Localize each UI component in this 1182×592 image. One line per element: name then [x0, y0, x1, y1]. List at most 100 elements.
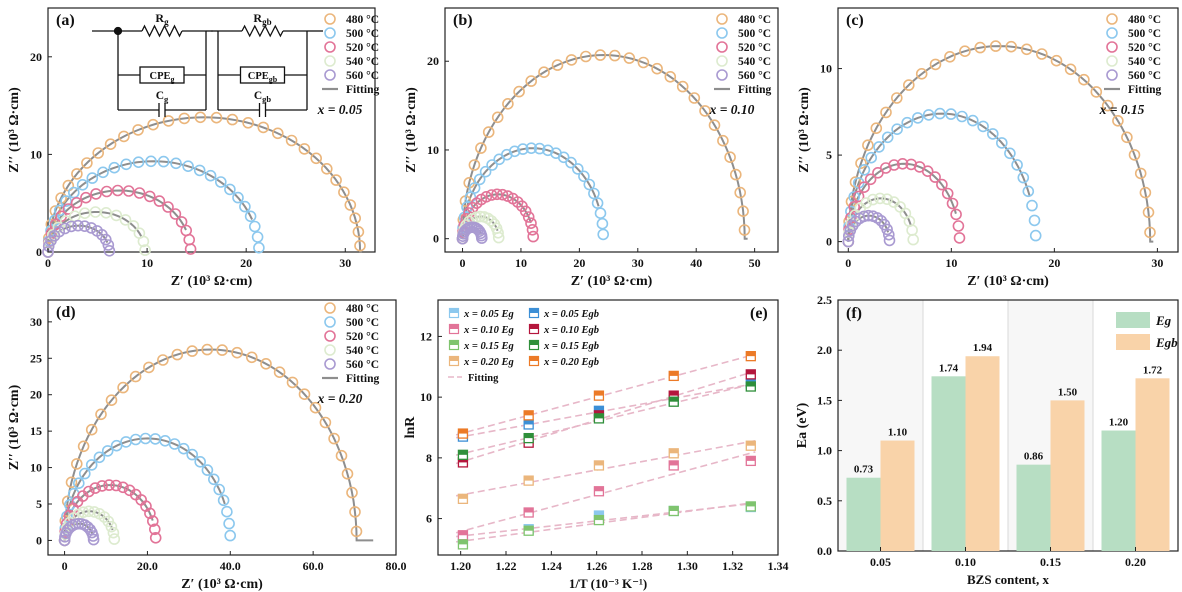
legend-marker [1106, 69, 1118, 81]
data-point [78, 220, 91, 232]
data-point [76, 179, 89, 191]
data-point-fill [746, 369, 756, 375]
y-tick-label: 12 [420, 329, 432, 343]
legend-label: Egb [1155, 335, 1178, 350]
data-point [1017, 171, 1030, 184]
fit-line [455, 370, 756, 465]
legend-marker-fill [529, 324, 539, 329]
data-point [107, 526, 120, 539]
x-tick-label: 1.28 [632, 559, 653, 573]
legend-label: Fitting [346, 84, 379, 96]
data-point [157, 354, 169, 366]
legend-label: 480 °C [346, 14, 379, 26]
data-point [591, 197, 604, 209]
data-point [105, 394, 118, 407]
y-tick-label: 15 [30, 424, 42, 438]
data-point [335, 449, 348, 462]
y-tick-label: 6 [426, 512, 432, 526]
legend-label: 480 °C [1128, 14, 1161, 26]
data-point [80, 191, 92, 204]
data-point [193, 164, 206, 177]
data-point [890, 92, 903, 104]
data-point [118, 130, 130, 143]
x-tick-label: 20 [240, 256, 252, 270]
x-tick-label: 0 [845, 256, 851, 270]
data-point-fill [746, 501, 756, 507]
data-point [966, 114, 979, 127]
data-point [171, 348, 184, 361]
data-point-fill [669, 460, 679, 466]
data-point [956, 110, 968, 123]
legend-label: x = 0.20 Eg [463, 357, 514, 368]
data-point [888, 159, 900, 171]
data-point [1036, 48, 1048, 60]
legend-label: Fitting [346, 373, 379, 385]
data-point [989, 40, 1002, 52]
data-point-fill [524, 419, 534, 425]
x-tick-label: 10 [515, 256, 527, 270]
legend-label: 540 °C [346, 56, 379, 68]
data-point-fill [669, 391, 679, 396]
data-point [486, 159, 498, 171]
data-point [208, 473, 220, 486]
data-point [96, 480, 108, 492]
data-point [594, 49, 607, 61]
data-point [239, 200, 251, 213]
nyquist-plot-frame [47, 7, 376, 253]
data-point [717, 134, 729, 147]
data-point [579, 50, 592, 63]
y-tick-label: 10 [30, 461, 42, 475]
bar-eg [1016, 464, 1051, 551]
data-point [85, 459, 98, 471]
data-point [93, 451, 106, 464]
data-point [143, 361, 155, 374]
data-point-fill [746, 441, 756, 446]
data-point [352, 226, 365, 238]
data-point-fill [594, 406, 604, 411]
x-tick-label: 1.30 [677, 559, 698, 573]
data-point [65, 476, 78, 489]
data-point [608, 49, 621, 62]
data-point [708, 119, 721, 131]
y-axis-label: lnR [403, 416, 418, 439]
data-point [182, 160, 194, 172]
data-point [921, 165, 934, 177]
legend-marker [716, 41, 728, 53]
y-tick-label: 5 [826, 148, 832, 162]
data-point [260, 357, 272, 370]
y-tick-label: 0 [433, 232, 439, 246]
data-point [149, 523, 161, 536]
legend-label: 560 °C [1128, 70, 1161, 82]
data-point [42, 246, 54, 258]
data-point [349, 506, 361, 518]
legend-marker-fill [529, 308, 539, 313]
data-point [64, 498, 76, 511]
data-point [508, 145, 521, 158]
data-point [525, 75, 538, 87]
legend-marker-fill [449, 340, 459, 345]
data-point [858, 181, 870, 193]
data-point-fill [458, 429, 468, 434]
data-point [637, 56, 650, 69]
x-tick-label: 0.20 [1125, 555, 1146, 569]
data-point [882, 228, 895, 241]
legend-marker [324, 27, 336, 39]
data-label: 1.20 [1109, 417, 1129, 429]
legend-label: 540 °C [346, 345, 379, 357]
resistor-label: Rgb [253, 11, 271, 27]
legend-marker [324, 41, 336, 53]
y-tick-label: 10 [30, 147, 42, 161]
panel-label: (b) [453, 12, 473, 29]
data-point [902, 79, 915, 91]
x-tick-label: 40 [690, 256, 702, 270]
y-tick-label: 20 [30, 388, 42, 402]
data-point [42, 240, 55, 252]
data-point [651, 62, 663, 75]
data-point [186, 345, 198, 357]
data-point [1005, 40, 1018, 53]
data-point-fill [594, 486, 604, 492]
y-tick-label: 10 [420, 390, 432, 404]
data-point [873, 141, 885, 153]
data-point [120, 158, 132, 171]
